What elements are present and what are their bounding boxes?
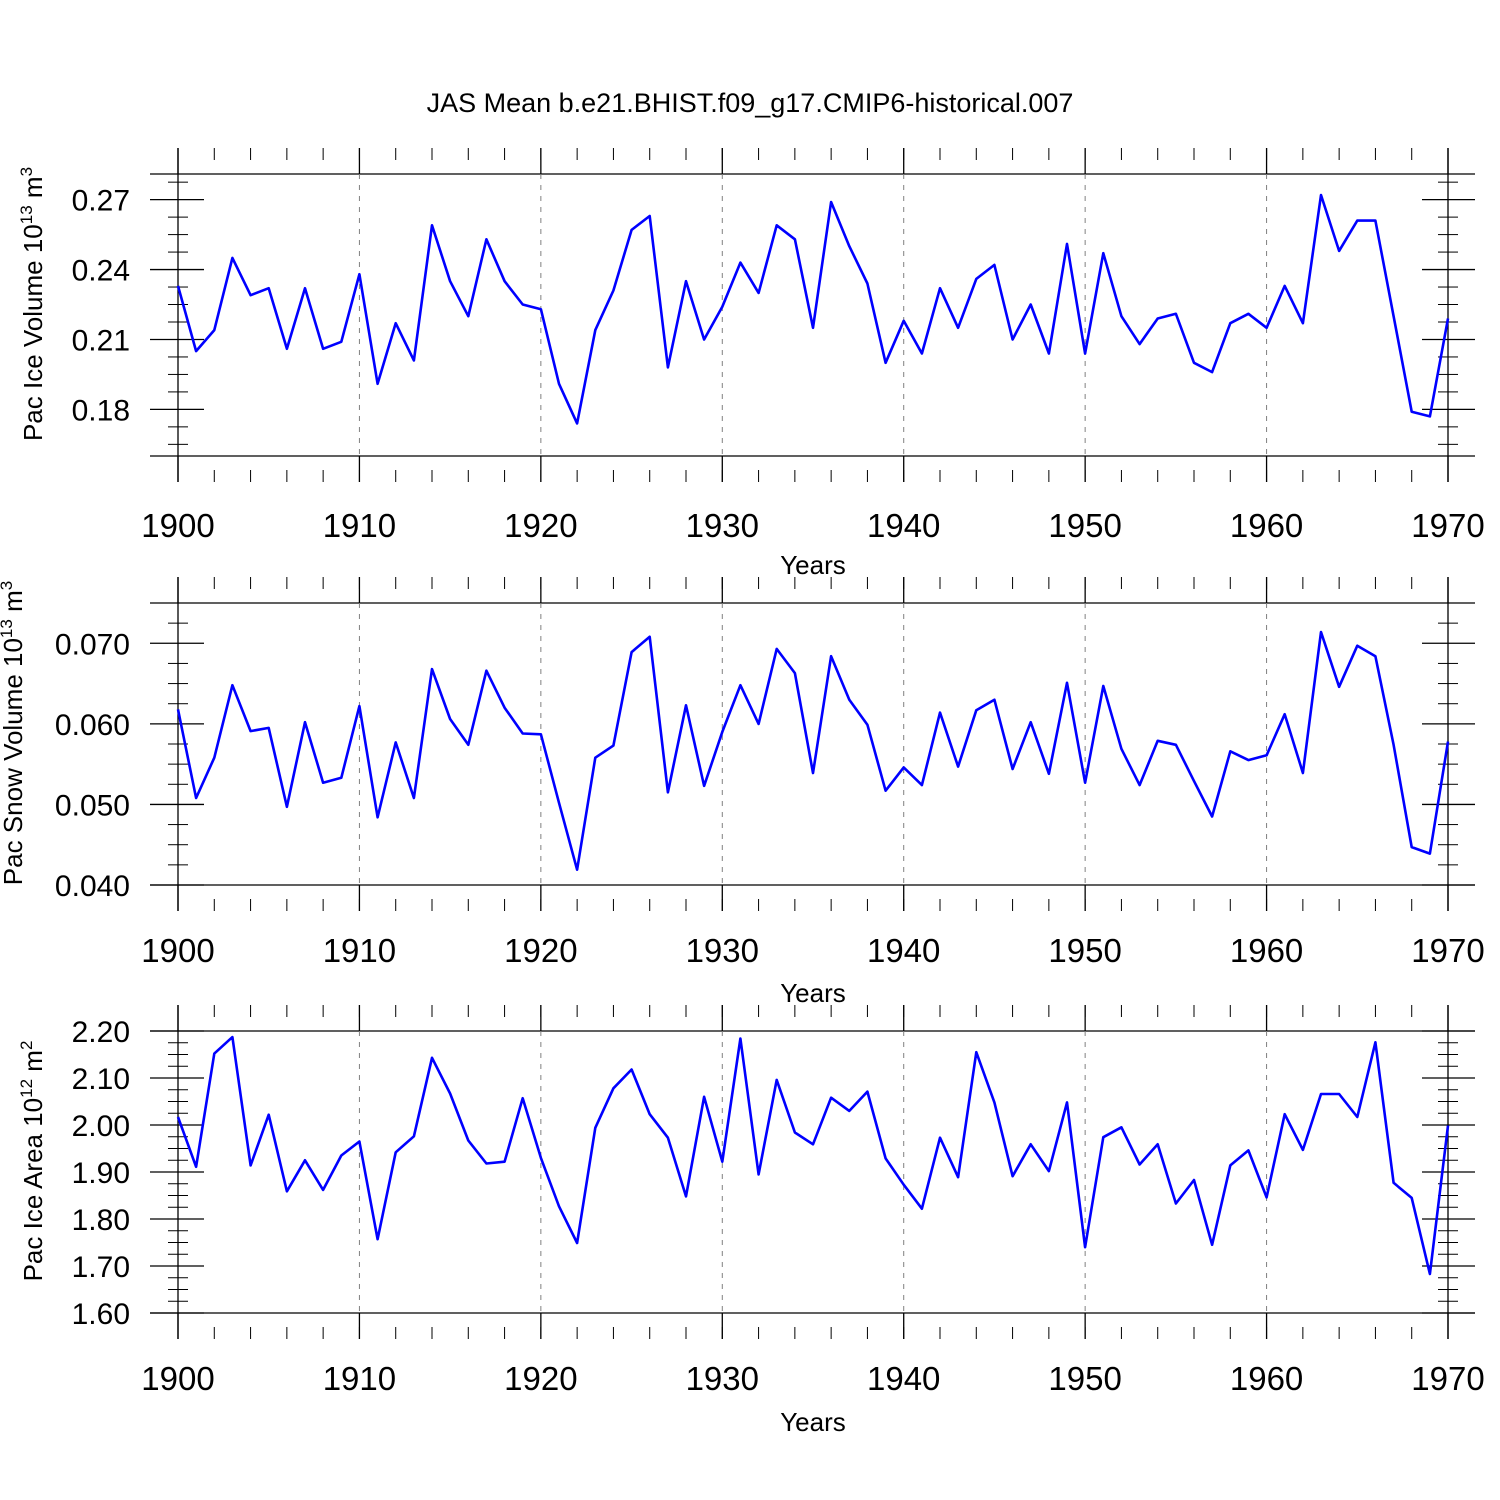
- y-tick-label: 0.24: [72, 255, 130, 288]
- x-tick-label: 1970: [1411, 1360, 1484, 1397]
- y-tick-label: 2.00: [72, 1110, 130, 1143]
- x-tick-label: 1900: [141, 932, 214, 969]
- y-tick-label: 0.040: [55, 870, 130, 903]
- x-tick-label: 1900: [141, 1360, 214, 1397]
- panel-2: 1900 1910 1920 1930 1940 1950 1960 1970 0.040 0.0…: [0, 577, 1485, 1008]
- y-tick-label: 1.60: [72, 1298, 130, 1331]
- panel-3: 1900 1910 1920 1930 1940 1950 1960 1970 1.60 1.70…: [17, 1005, 1485, 1437]
- series-line: [176, 630, 1450, 872]
- y-tick-label: 0.18: [72, 394, 130, 427]
- x-tick-label: 1960: [1230, 1360, 1303, 1397]
- x-tick-label: 1910: [323, 1360, 396, 1397]
- y-tick-label: 0.21: [72, 324, 130, 357]
- x-axis-title: Years: [780, 1407, 846, 1437]
- x-tick-label: 1920: [504, 507, 577, 544]
- y-tick-label: 1.80: [72, 1204, 130, 1237]
- x-tick-label: 1930: [686, 932, 759, 969]
- panel-1: 1900 1910 1920 1930 1940 1950 1960 1970 0.18 0.21…: [17, 148, 1485, 580]
- x-tick-label: 1950: [1048, 932, 1121, 969]
- y-axis-title: Pac Ice Area 1012 m2: [17, 1041, 48, 1282]
- x-tick-label: 1970: [1411, 932, 1484, 969]
- x-axis-title: Years: [780, 978, 846, 1008]
- y-tick-label: 0.050: [55, 789, 130, 822]
- x-tick-label: 1930: [686, 507, 759, 544]
- y-tick-label: 0.070: [55, 628, 130, 661]
- panels: 1900 1910 1920 1930 1940 1950 1960 1970 0.18 0.21…: [0, 148, 1485, 1437]
- x-tick-label: 1920: [504, 1360, 577, 1397]
- x-tick-label: 1960: [1230, 932, 1303, 969]
- y-tick-label: 2.10: [72, 1063, 130, 1096]
- y-tick-label: 0.27: [72, 185, 130, 218]
- y-tick-label: 0.060: [55, 709, 130, 742]
- y-axis-title: Pac Ice Volume 1013 m3: [17, 167, 48, 441]
- x-tick-label: 1940: [867, 1360, 940, 1397]
- series-line: [176, 1035, 1450, 1276]
- x-tick-label: 1970: [1411, 507, 1484, 544]
- y-tick-label: 1.70: [72, 1251, 130, 1284]
- x-tick-label: 1960: [1230, 507, 1303, 544]
- x-tick-label: 1900: [141, 507, 214, 544]
- x-tick-label: 1910: [323, 932, 396, 969]
- x-tick-label: 1940: [867, 507, 940, 544]
- x-tick-label: 1940: [867, 932, 940, 969]
- x-axis-title: Years: [780, 550, 846, 580]
- x-tick-label: 1950: [1048, 1360, 1121, 1397]
- x-tick-label: 1950: [1048, 507, 1121, 544]
- y-axis-title: Pac Snow Volume 1013 m3: [0, 581, 28, 885]
- x-tick-label: 1930: [686, 1360, 759, 1397]
- series-line: [176, 193, 1450, 425]
- y-tick-label: 2.20: [72, 1016, 130, 1049]
- y-tick-label: 1.90: [72, 1157, 130, 1190]
- chart-title: JAS Mean b.e21.BHIST.f09_g17.CMIP6-histo…: [427, 88, 1074, 118]
- x-tick-label: 1920: [504, 932, 577, 969]
- x-tick-label: 1910: [323, 507, 396, 544]
